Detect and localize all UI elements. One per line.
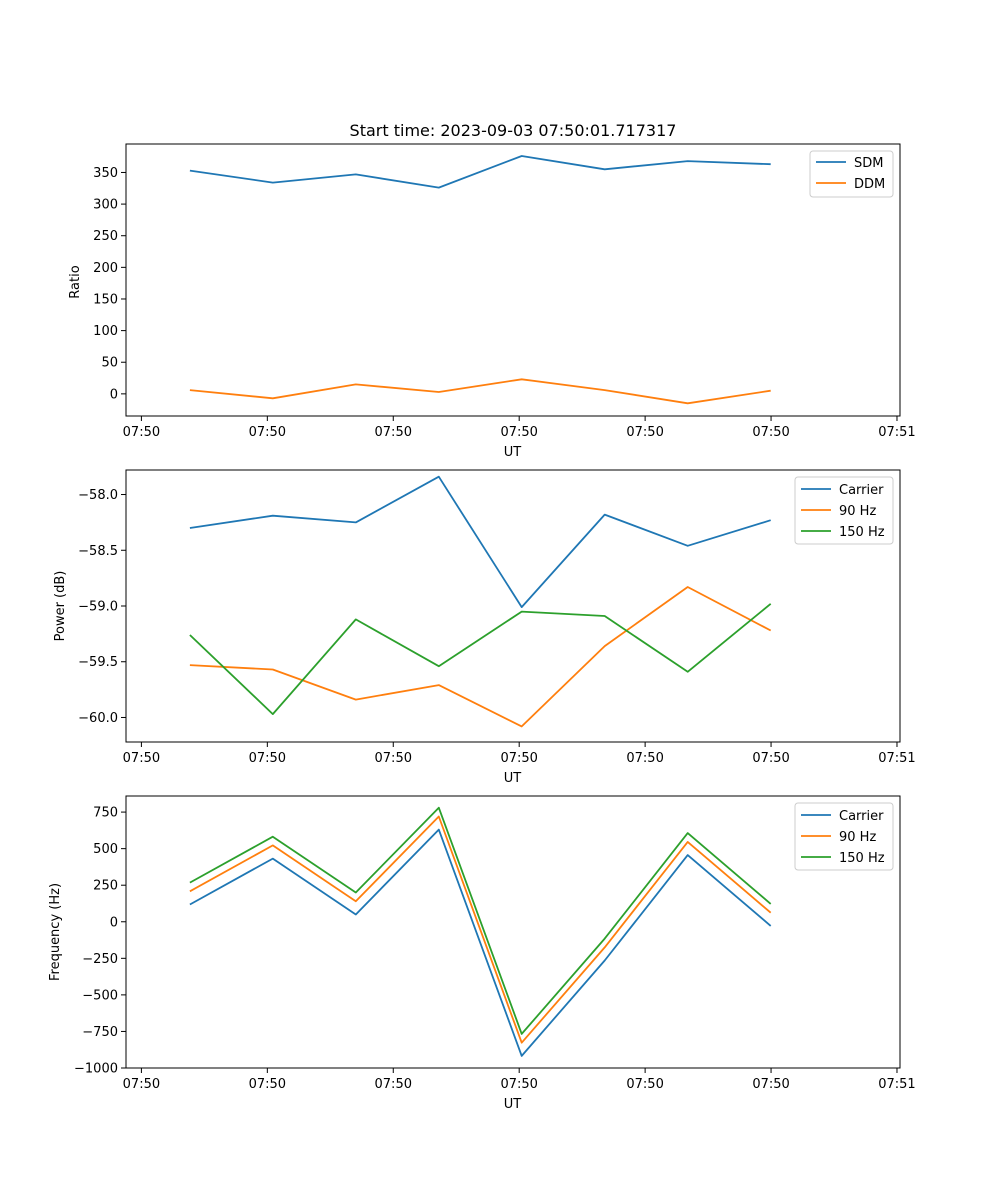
y-tick-label: −58.0 [78,488,118,503]
x-axis-label: UT [504,1097,522,1112]
series-line-90hz [189,586,772,728]
y-tick-label: 50 [101,356,118,371]
y-tick-label: 250 [93,229,118,244]
x-tick-label: 07:50 [375,425,412,440]
legend: Carrier 90 Hz 150 Hz [794,476,894,545]
legend-label-150hz: 150 Hz [839,525,885,540]
x-tick-label: 07:50 [123,1077,160,1092]
series-line-carrier [189,828,772,1057]
x-tick-label: 07:50 [752,1077,789,1092]
x-tick-label: 07:50 [123,751,160,766]
legend: Carrier 90 Hz 150 Hz [794,802,894,871]
x-axis-label: UT [504,771,522,786]
legend-label-90hz: 90 Hz [839,504,876,519]
y-tick-label: −500 [82,988,118,1003]
series-line-carrier [189,475,771,608]
legend-label-ddm: DDM [854,177,885,192]
legend-label-sdm: SDM [854,156,883,171]
x-tick-label: 07:50 [752,751,789,766]
axes-frame [125,143,901,417]
x-tick-label: 07:50 [500,425,537,440]
y-tick-label: −59.5 [78,655,118,670]
x-tick-label: 07:50 [626,425,663,440]
series-line-sdm [189,155,771,189]
panel-frequency: 07:50 07:50 07:50 07:50 07:50 07:50 07:51 −1000… [48,795,916,1112]
x-tick-label: 07:51 [878,425,915,440]
y-tick-label: 150 [93,292,118,307]
x-axis-label: UT [504,445,522,460]
y-tick-label: −250 [82,952,118,967]
x-tick-label: 07:50 [375,751,412,766]
x-tick-label: 07:50 [123,425,160,440]
y-tick-label: 300 [93,198,118,213]
y-tick-label: 0 [110,915,118,930]
plot-area: 07:50 07:50 07:50 07:50 07:50 07:50 07:51 −60.0… [78,469,916,766]
y-tick-label: −1000 [74,1062,118,1077]
plot-area: 07:50 07:50 07:50 07:50 07:50 07:50 07:51 −1000… [74,795,916,1092]
series-line-ddm [189,378,771,405]
y-tick-label: 100 [93,324,118,339]
x-tick-label: 07:50 [500,1077,537,1092]
series-line-150hz [189,806,772,1035]
legend-box [794,802,894,871]
y-tick-label: −58.5 [78,544,118,559]
x-tick-label: 07:51 [878,751,915,766]
x-tick-label: 07:50 [626,1077,663,1092]
y-tick-label: 200 [93,261,118,276]
legend-label-150hz: 150 Hz [839,851,885,866]
legend-box [794,476,894,545]
x-tick-label: 07:50 [249,751,286,766]
y-axis-label: Frequency (Hz) [48,883,63,981]
chart-title: Start time: 2023-09-03 07:50:01.717317 [350,121,677,140]
y-tick-label: 500 [93,842,118,857]
series-line-90hz [189,815,772,1044]
y-axis-label: Ratio [68,265,83,298]
axes-frame [125,795,901,1069]
x-tick-label: 07:50 [752,425,789,440]
panel-power: 07:50 07:50 07:50 07:50 07:50 07:50 07:51 −60.0… [53,469,916,786]
y-tick-label: −750 [82,1025,118,1040]
series-line-150hz [189,603,772,715]
y-tick-label: 750 [93,806,118,821]
x-tick-label: 07:50 [500,751,537,766]
legend-label-carrier: Carrier [839,809,884,824]
y-tick-label: −59.0 [78,600,118,615]
panel-ratio: 07:50 07:50 07:50 07:50 07:50 07:50 07:51 0 50 10… [68,143,916,460]
x-tick-label: 07:51 [878,1077,915,1092]
y-axis-label: Power (dB) [53,571,68,642]
legend-label-carrier: Carrier [839,483,884,498]
x-tick-label: 07:50 [249,425,286,440]
plot-area: 07:50 07:50 07:50 07:50 07:50 07:50 07:51 0 50 10… [93,143,916,440]
y-tick-label: −60.0 [78,711,118,726]
x-tick-label: 07:50 [375,1077,412,1092]
x-tick-label: 07:50 [626,751,663,766]
y-tick-label: 250 [93,879,118,894]
y-tick-label: 0 [110,387,118,402]
x-tick-label: 07:50 [249,1077,286,1092]
y-tick-label: 350 [93,166,118,181]
legend-label-90hz: 90 Hz [839,830,876,845]
legend: SDM DDM [809,150,894,198]
